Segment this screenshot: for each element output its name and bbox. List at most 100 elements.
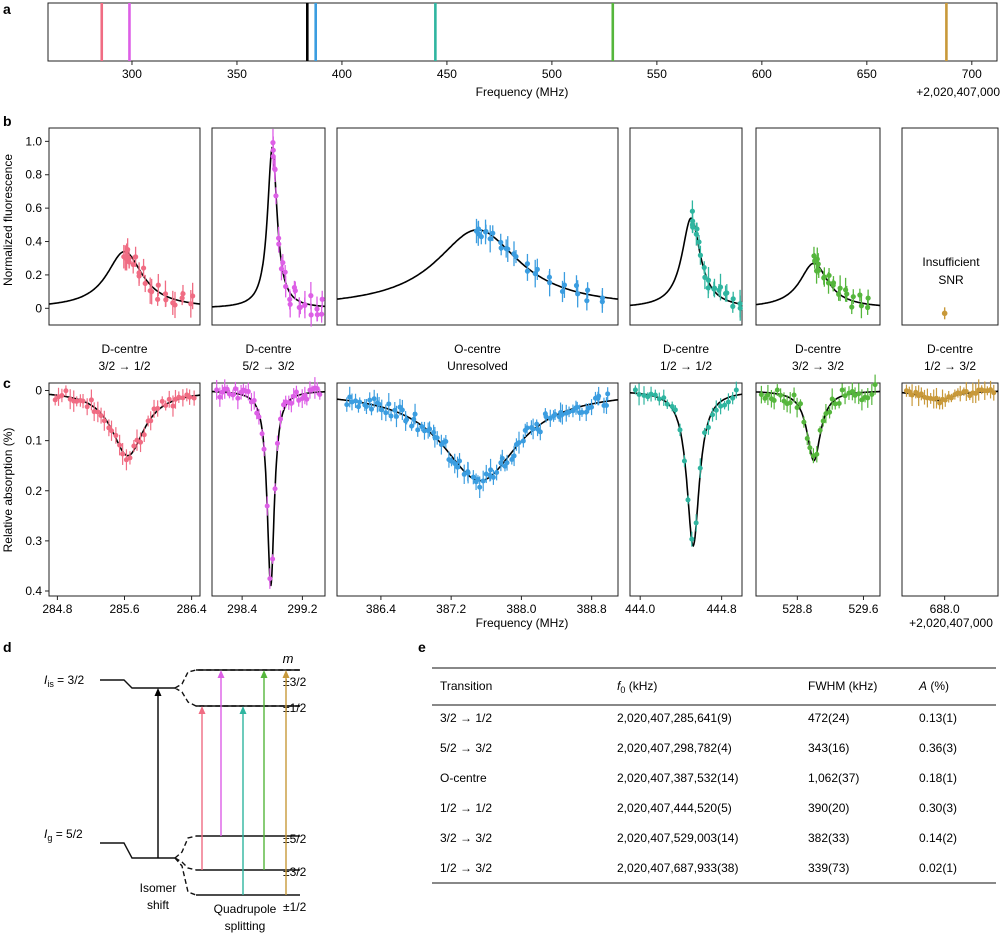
panel-c-point-2-67 bbox=[530, 426, 536, 432]
panel-c-point-2-42 bbox=[461, 471, 467, 477]
panel-c-point-0-21 bbox=[127, 455, 133, 461]
panel-c-point-2-48 bbox=[477, 484, 483, 490]
panel-b-point-0-21 bbox=[170, 300, 176, 306]
panel-b-point-2-10 bbox=[487, 236, 493, 242]
panel-c-absorption: Relative absorption (%) 0 0.1 0.2 0.3 0.4 28… bbox=[1, 374, 999, 630]
panel-c-subplot-frame-2 bbox=[336, 382, 619, 597]
panel-c-xtick-label-4-1: 529.6 bbox=[848, 602, 878, 616]
upper-level-label-pm3-2: ±3/2 bbox=[283, 675, 307, 689]
panel-c-point-0-31 bbox=[163, 403, 169, 409]
panel-c-point-5-29 bbox=[991, 390, 997, 396]
isomer-shift-line2: shift bbox=[147, 898, 170, 912]
panel-c-point-4-22 bbox=[829, 396, 835, 402]
panel-c-point-2-33 bbox=[434, 435, 440, 441]
panel-b-point-4-19 bbox=[849, 304, 855, 310]
panel-b-subplot-frame-1 bbox=[211, 127, 326, 326]
table-cell-5-2: 339(73) bbox=[808, 861, 849, 875]
panel-c-point-5-28 bbox=[988, 387, 994, 393]
table-cell-0-3: 0.13(1) bbox=[919, 711, 957, 725]
panel-a-tick-label-5: 550 bbox=[647, 67, 667, 81]
panel-c-point-0-27 bbox=[148, 418, 154, 424]
panel-c-point-2-36 bbox=[443, 439, 449, 445]
panel-b-subplot-label-top-3: D-centre bbox=[663, 342, 709, 356]
panel-c-point-2-78 bbox=[559, 412, 565, 418]
panel-c-point-2-41 bbox=[457, 458, 463, 464]
panel-b-fluorescence: Normalized fluorescence 0 0.2 0.4 0.6 0.8 1.0… bbox=[1, 127, 999, 373]
panel-c-point-0-0 bbox=[52, 397, 58, 403]
panel-a-tick-label-0: 300 bbox=[122, 67, 142, 81]
panel-c-point-2-20 bbox=[399, 407, 405, 413]
panel-c-point-3-22 bbox=[722, 402, 728, 408]
arrow-transition-4-head bbox=[239, 706, 247, 714]
table-cell-4-3: 0.14(2) bbox=[919, 831, 957, 845]
panel-c-point-2-40 bbox=[455, 464, 461, 470]
table-header-fwhm: FWHM (kHz) bbox=[808, 679, 877, 693]
panel-c-point-2-93 bbox=[603, 403, 609, 409]
panel-c-subplot-frame-5 bbox=[901, 382, 999, 597]
panel-c-xtick-label-2-1: 387.2 bbox=[436, 602, 466, 616]
panel-c-subplot-2: 386.4 387.2 388.0 388.8 bbox=[336, 382, 619, 616]
table-row-5: 1/2 → 3/2 2,020,407,687,933(38) 339(73) 0.0… bbox=[440, 861, 957, 875]
panel-c-point-2-65 bbox=[524, 425, 530, 431]
table-cell-4-2: 382(33) bbox=[808, 831, 849, 845]
panel-c-point-1-4 bbox=[224, 386, 230, 392]
panel-c-point-5-3 bbox=[913, 389, 919, 395]
panel-c-point-5-20 bbox=[963, 389, 969, 395]
table-cell-1-0: 5/2 → 3/2 bbox=[440, 741, 492, 755]
panel-c-y-label: Relative absorption (%) bbox=[1, 428, 15, 553]
panel-c-point-4-18 bbox=[817, 427, 823, 433]
panel-b-subplot-label-bottom-1: 5/2 → 3/2 bbox=[242, 359, 294, 373]
panel-b-fit-curve-1 bbox=[212, 146, 326, 308]
panel-c-xtick-label-2-2: 388.0 bbox=[506, 602, 536, 616]
panel-a-tick-label-6: 600 bbox=[752, 67, 772, 81]
panel-c-point-0-11 bbox=[91, 409, 97, 415]
panel-c-point-4-17 bbox=[814, 451, 820, 457]
panel-b-point-1-0 bbox=[319, 296, 325, 302]
panel-b-point-3-17 bbox=[711, 286, 717, 292]
panel-b-point-1-15 bbox=[272, 166, 278, 173]
panel-c-y-ticks: 0 0.1 0.2 0.3 0.4 bbox=[25, 384, 49, 598]
panel-b-point-3-7 bbox=[697, 252, 704, 258]
panel-b-point-1-23 bbox=[308, 293, 314, 299]
panel-c-point-0-8 bbox=[80, 398, 86, 404]
panel-c-xtick-label-1-1: 299.2 bbox=[287, 602, 317, 616]
panel-b-ytick-label-3: 0.6 bbox=[25, 201, 42, 215]
panel-b-point-2-17 bbox=[490, 230, 496, 236]
table-cell-4-0: 3/2 → 3/2 bbox=[440, 831, 492, 845]
lower-level-label-pm1-2: ±1/2 bbox=[283, 900, 307, 914]
panel-b-ytick-label-0: 0 bbox=[35, 301, 42, 315]
upper-state-sub: is bbox=[47, 679, 54, 689]
panel-b-note-line1: Insufficient bbox=[922, 255, 980, 269]
panel-c-point-2-9 bbox=[368, 406, 374, 412]
panel-c-point-4-10 bbox=[791, 392, 797, 398]
panel-c-point-1-16 bbox=[256, 414, 262, 420]
panel-b-point-2-21 bbox=[524, 268, 531, 274]
panel-a-tick-label-8: 700 bbox=[962, 67, 982, 81]
panel-e-table: Transition f0 (kHz) FWHM (kHz) A (%) 3/2… bbox=[432, 667, 996, 884]
panel-c-point-0-10 bbox=[88, 397, 94, 403]
panel-a-tick-label-3: 450 bbox=[437, 67, 457, 81]
panel-c-point-2-56 bbox=[499, 455, 505, 461]
panel-b-point-2-5 bbox=[532, 271, 538, 277]
panel-c-point-3-19 bbox=[710, 412, 716, 418]
isomer-shift-line1: Isomer bbox=[140, 881, 177, 895]
panel-b-point-3-10 bbox=[689, 208, 695, 214]
table-row-4: 3/2 → 3/2 2,020,407,529,003(14) 382(33) 0.1… bbox=[440, 831, 957, 845]
panel-a-tick-label-2: 400 bbox=[332, 67, 352, 81]
panel-c-point-2-13 bbox=[379, 407, 385, 413]
panel-b-ytick-label-5: 1.0 bbox=[25, 134, 42, 148]
panel-c-point-5-11 bbox=[937, 400, 943, 406]
panel-c-point-0-30 bbox=[159, 398, 165, 404]
table-cell-0-2: 472(24) bbox=[808, 711, 849, 725]
panel-c-subplot-frame-0 bbox=[48, 382, 201, 597]
panel-c-point-1-30 bbox=[293, 389, 299, 395]
panel-b-point-0-6 bbox=[142, 280, 148, 287]
panel-c-point-2-16 bbox=[388, 413, 394, 419]
panel-b-subplot-3: D-centre 1/2 → 1/2 bbox=[629, 127, 743, 373]
panel-c-point-4-28 bbox=[849, 388, 855, 394]
panel-a-frame bbox=[47, 2, 998, 62]
table-cell-5-3: 0.02(1) bbox=[919, 861, 957, 875]
panel-c-xtick-label-0-2: 286.4 bbox=[177, 602, 207, 616]
panel-c-point-0-13 bbox=[98, 413, 104, 419]
panel-c-point-1-24 bbox=[278, 416, 284, 422]
